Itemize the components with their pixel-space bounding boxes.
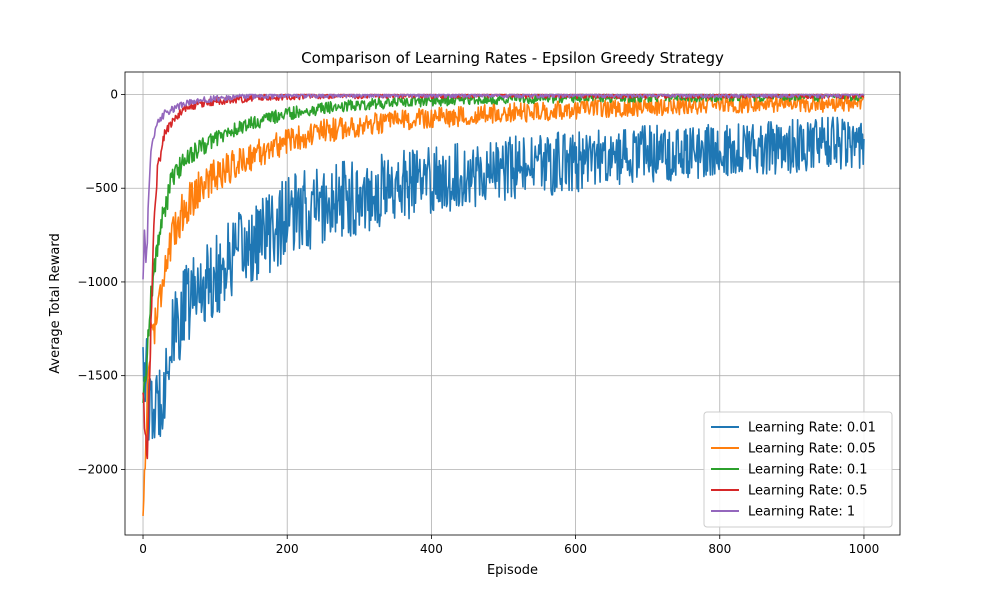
series-line-1 (142, 116, 865, 441)
legend-label-4: Learning Rate: 0.5 (748, 484, 868, 499)
x-axis-label: Episode (487, 563, 538, 578)
legend-label-3: Learning Rate: 0.1 (748, 463, 868, 478)
y-axis-label: Average Total Reward (48, 233, 63, 373)
legend-label-1: Learning Rate: 0.01 (748, 421, 876, 436)
y-tick-label: −2000 (77, 462, 118, 476)
x-tick-label: 400 (420, 542, 443, 556)
x-tick-label: 200 (276, 542, 299, 556)
series-line-2 (142, 93, 865, 517)
legend-box (703, 411, 893, 528)
series-line-5 (142, 93, 865, 280)
y-tick-label: −1000 (77, 275, 118, 289)
plot-frame (124, 71, 901, 536)
legend: Learning Rate: 0.01 Learning Rate: 0.05 Le… (703, 411, 893, 528)
x-tick-label: 800 (708, 542, 731, 556)
chart-title: Comparison of Learning Rates - Epsilon G… (301, 49, 724, 67)
y-tick-label: −500 (85, 181, 118, 195)
y-tick-label: −1500 (77, 369, 118, 383)
x-axis-ticks: 0 200 400 600 800 1000 (139, 535, 879, 556)
x-tick-label: 0 (139, 542, 147, 556)
x-tick-label: 1000 (849, 542, 880, 556)
x-tick-label: 600 (564, 542, 587, 556)
legend-label-2: Learning Rate: 0.05 (748, 442, 876, 457)
y-tick-label: 0 (110, 87, 118, 101)
y-axis-ticks: −2000 −1500 −1000 −500 0 (77, 87, 125, 476)
legend-label-5: Learning Rate: 1 (748, 505, 855, 520)
series-lines (142, 93, 865, 517)
